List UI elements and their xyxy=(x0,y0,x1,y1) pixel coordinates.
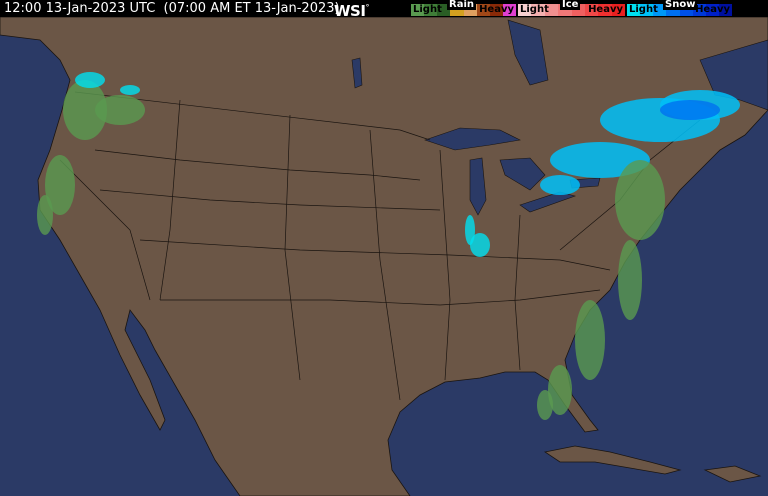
rain-area xyxy=(63,80,107,140)
logo-text: WSI xyxy=(334,2,366,20)
rain-area xyxy=(575,300,605,380)
legend-swatch xyxy=(544,4,559,16)
rain-area xyxy=(615,160,665,240)
lake-michigan xyxy=(469,157,487,216)
lake-erie xyxy=(519,191,577,213)
legend-swatch xyxy=(705,4,719,16)
hispaniola xyxy=(703,465,762,483)
legend-ice-heavy: Heavy xyxy=(588,4,623,15)
legend-rain: Light Rain Heavy xyxy=(411,0,516,16)
hudson-area xyxy=(507,19,549,86)
legend-swatch xyxy=(627,4,641,16)
legend-swatch xyxy=(476,4,490,16)
rain-area xyxy=(537,390,553,420)
rain-area xyxy=(37,195,53,235)
legend-swatch xyxy=(718,4,732,16)
snow-area xyxy=(540,175,580,195)
legend-snow-label: Snow xyxy=(663,0,698,10)
legend-snow: Light Snow Heavy xyxy=(627,0,732,16)
legend-swatch xyxy=(640,4,654,16)
snow-area xyxy=(470,233,490,257)
legend-ice-light: Light xyxy=(520,4,549,15)
cuba xyxy=(543,445,682,475)
rain-area xyxy=(95,95,145,125)
snow-area xyxy=(120,85,140,95)
legend-rain-label: Rain xyxy=(447,0,476,10)
north-america-landmass xyxy=(0,16,768,496)
legend-swatch xyxy=(518,4,532,16)
rain-area xyxy=(45,155,75,215)
legend-ice-label: Ice xyxy=(560,0,581,10)
land xyxy=(0,16,768,496)
timestamp: 12:00 13-Jan-2023 UTC (07:00 AM ET 13-Ja… xyxy=(4,1,340,16)
legend-swatch xyxy=(489,4,503,16)
wsi-logo: WSI° xyxy=(334,2,369,20)
legend-swatch xyxy=(584,4,599,16)
legend-swatch xyxy=(598,4,612,16)
legend-snow-heavy: Heavy xyxy=(695,4,730,15)
precipitation xyxy=(37,72,740,420)
legend-rain-heavy: Heavy xyxy=(479,4,514,15)
legend-rain-light: Light xyxy=(413,4,442,15)
snow-area xyxy=(660,100,720,120)
legend-swatch xyxy=(611,4,625,16)
lake-superior xyxy=(424,127,521,151)
header-bar: 12:00 13-Jan-2023 UTC (07:00 AM ET 13-Ja… xyxy=(0,0,768,20)
lake-winnipeg xyxy=(351,57,363,89)
legend-swatch xyxy=(502,4,516,16)
snow-area xyxy=(465,215,475,245)
legend-swatch xyxy=(424,4,438,16)
legend-swatch xyxy=(411,4,425,16)
rain-area xyxy=(548,365,572,415)
legend-ice: Light Ice Heavy xyxy=(518,0,625,16)
legend-swatch xyxy=(531,4,545,16)
rain-area xyxy=(618,240,642,320)
legend-snow-light: Light xyxy=(629,4,658,15)
lake-huron xyxy=(499,157,546,191)
snow-area xyxy=(75,72,105,88)
